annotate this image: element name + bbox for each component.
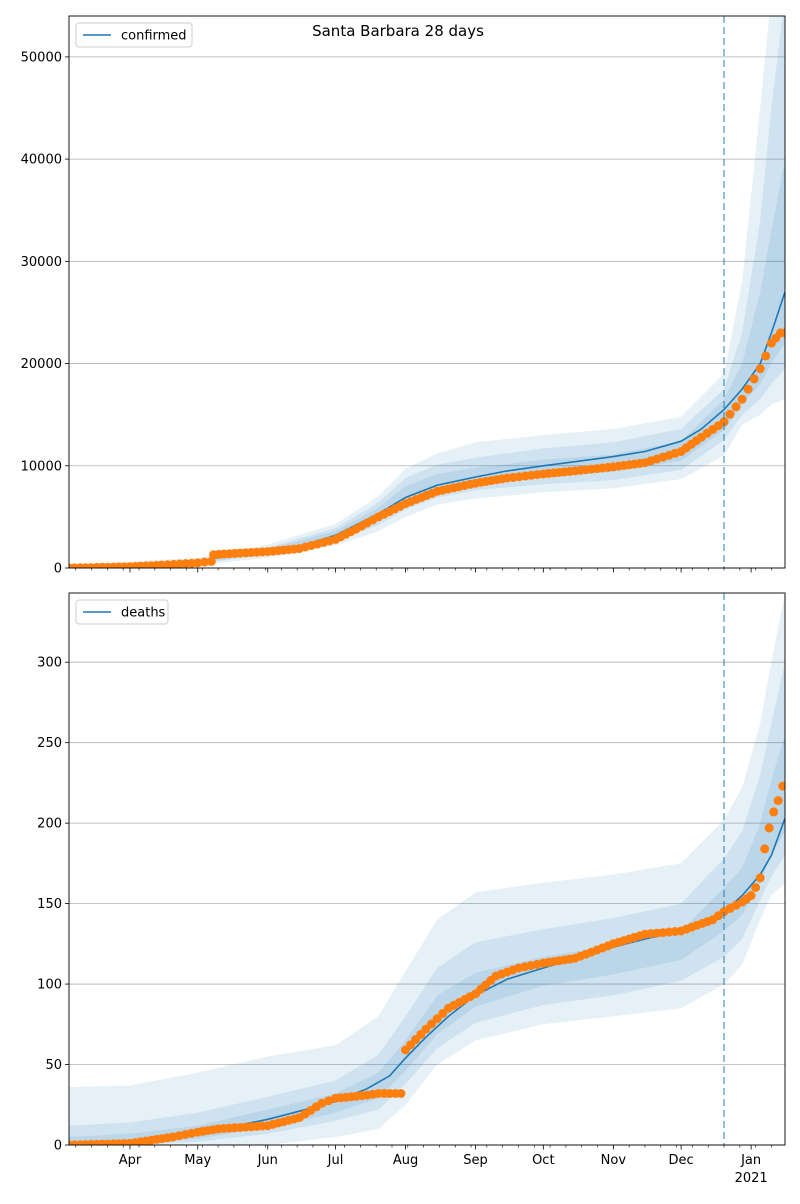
observed-point [731,402,741,412]
observed-point [200,557,209,567]
legend-label: deaths [121,606,166,621]
x-tick-label: Nov [601,1153,627,1168]
uncertainty-band [69,16,785,568]
legend: confirmed [75,22,193,48]
plot-area [69,593,785,1145]
x-tick-label: Oct [532,1153,554,1168]
x-tick-label: Sep [463,1153,488,1168]
observed-point [746,891,756,901]
observed-point [749,374,759,384]
y-tick-label: 40000 [21,153,62,168]
observed-point [778,781,785,791]
x-tick-label: Jun [257,1153,278,1168]
uncertainty-band [69,593,785,1145]
legend-box [75,22,193,48]
y-tick-label: 100 [37,978,62,993]
y-tick-label: 30000 [21,255,62,270]
legend: deaths [75,599,169,625]
observed-point [755,364,765,374]
y-tick-label: 0 [54,562,62,577]
axes-frame [68,15,786,569]
axes-frame [68,592,786,1146]
chart-panel-bottom: 0 50 100 150 200 250 300 Apr May Jun Jul Aug Sep Oct N… [37,592,786,1186]
y-tick-label: 50 [45,1058,62,1073]
x-tick-label: Jul [327,1153,344,1168]
observed-point [761,351,771,361]
observed-point [737,394,747,404]
observed-point [396,1089,406,1098]
observed-point [725,409,735,419]
y-tick-label: 200 [37,817,62,832]
plot-area [69,16,785,568]
x-tick-label: Dec [669,1153,694,1168]
observed-point [324,1096,334,1106]
x-tick-label: Aug [393,1153,418,1168]
observed-point [427,1019,436,1029]
x-tick-label: Jan [740,1153,761,1168]
legend-label: confirmed [121,29,187,44]
observed-point [438,1008,448,1018]
observed-point [755,873,765,883]
observed-point [764,823,774,833]
observed-point [751,883,761,892]
chart-panel-top: 0 10000 20000 30000 40000 50000 confirmed [21,15,786,577]
y-tick-label: 0 [54,1139,62,1154]
observed-point [193,558,203,568]
observed-point [719,417,729,427]
legend-box [75,599,169,625]
observed-point [773,796,783,806]
x-tick-label: Apr [119,1153,142,1168]
y-tick-label: 300 [37,656,62,671]
y-tick-label: 50000 [21,50,62,65]
y-tick-label: 10000 [21,459,62,474]
chart-title: Santa Barbara 28 days [312,22,484,40]
observed-point [780,328,785,338]
observed-point [769,807,779,817]
uncertainty-band [69,662,785,1145]
observed-point [743,384,753,394]
y-tick-label: 250 [37,736,62,751]
x-tick-label: May [184,1153,211,1168]
observed-point [760,844,770,854]
observed-point [432,1014,442,1024]
y-tick-label: 150 [37,897,62,912]
y-tick-label: 20000 [21,357,62,372]
x-year-label: 2021 [735,1171,768,1186]
